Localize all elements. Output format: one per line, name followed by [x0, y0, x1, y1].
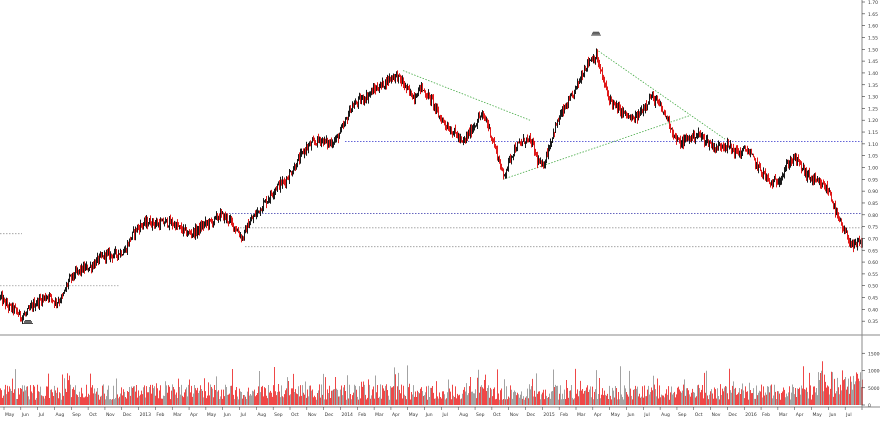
time-tick-label: Aug	[661, 412, 670, 418]
time-tick-label: Feb	[358, 412, 366, 418]
volume-tick-label: 5000	[868, 386, 880, 392]
time-tick-label: Jul	[240, 412, 246, 418]
time-tick-label: Nov	[510, 412, 519, 418]
time-tick-label: Apr	[796, 412, 804, 418]
price-tick-label: 0.45	[868, 296, 878, 302]
price-bars	[0, 48, 863, 324]
time-tick-label: Sep	[72, 412, 81, 418]
horizontal-levels	[0, 141, 862, 287]
time-tick-label: May	[813, 412, 823, 418]
volume-bars	[0, 361, 863, 405]
price-tick-label: 1.70	[868, 0, 878, 6]
price-tick-label: 0.60	[868, 260, 878, 266]
time-tick-label: Jun	[828, 412, 836, 418]
price-tick-label: 1.05	[868, 154, 878, 160]
price-tick-label: 0.80	[868, 213, 878, 219]
time-tick-label: Oct	[291, 412, 299, 418]
time-tick-label: Apr	[392, 412, 400, 418]
time-tick-label: Sep	[476, 412, 485, 418]
time-tick-label: Oct	[493, 412, 501, 418]
time-tick-label: Jul	[845, 412, 851, 418]
time-tick-label: Dec	[325, 412, 334, 418]
price-tick-label: 1.00	[868, 166, 878, 172]
time-tick-label: Apr	[594, 412, 602, 418]
price-tick-label: 1.15	[868, 130, 878, 136]
time-tick-label: Jul	[643, 412, 649, 418]
price-tick-label: 0.55	[868, 272, 878, 278]
price-markers	[23, 31, 601, 324]
time-tick-label: Sep	[678, 412, 687, 418]
price-tick-label: 0.50	[868, 284, 878, 290]
price-tick-label: 1.40	[868, 71, 878, 77]
time-tick-label: Mar	[375, 412, 384, 418]
time-tick-label: Nov	[712, 412, 721, 418]
price-tick-label: 0.85	[868, 201, 878, 207]
time-tick-label: Aug	[257, 412, 266, 418]
price-tick-label: 1.30	[868, 95, 878, 101]
trend-lines	[402, 48, 726, 180]
time-tick-label: Jul	[38, 412, 44, 418]
time-tick-label: Aug	[459, 412, 468, 418]
marker-body	[24, 321, 32, 324]
price-tick-label: 0.70	[868, 236, 878, 242]
price-tick-label: 0.90	[868, 189, 878, 195]
price-tick-label: 0.35	[868, 319, 878, 325]
time-tick-label: Dec	[527, 412, 536, 418]
price-tick-label: 1.10	[868, 142, 878, 148]
time-tick-label: Mar	[173, 412, 182, 418]
time-tick-label: Dec	[728, 412, 737, 418]
volume-tick-label: 15000	[868, 351, 880, 357]
time-tick-label: Feb	[560, 412, 568, 418]
time-tick-label: Feb	[762, 412, 770, 418]
price-tick-label: 0.75	[868, 225, 878, 231]
price-tick-label: 1.50	[868, 47, 878, 53]
time-tick-label: Dec	[123, 412, 132, 418]
marker-body	[592, 32, 600, 35]
time-tick-label: May	[611, 412, 621, 418]
time-tick-label: Apr	[190, 412, 198, 418]
marker-glyph	[591, 31, 601, 36]
marker-glyph	[23, 320, 33, 324]
time-tick-label: 2015	[543, 412, 555, 418]
price-tick-label: 1.45	[868, 59, 878, 65]
time-tick-label: 2016	[745, 412, 757, 418]
price-tick-label: 1.20	[868, 118, 878, 124]
time-tick-label: Jul	[441, 412, 447, 418]
price-tick-label: 1.25	[868, 106, 878, 112]
volume-tick-label: 10000	[868, 369, 880, 375]
price-tick-label: 1.60	[868, 24, 878, 30]
price-tick-label: 0.65	[868, 248, 878, 254]
time-tick-label: Mar	[577, 412, 586, 418]
time-tick-label: Sep	[274, 412, 283, 418]
time-tick-label: Oct	[89, 412, 97, 418]
time-tick-label: Feb	[156, 412, 164, 418]
time-tick-label: 2013	[140, 412, 152, 418]
trend-line	[595, 48, 726, 140]
time-tick-label: Aug	[55, 412, 64, 418]
price-tick-label: 0.40	[868, 307, 878, 313]
time-tick-label: Mar	[779, 412, 788, 418]
time-tick-label: Nov	[106, 412, 115, 418]
time-tick-label: May	[409, 412, 419, 418]
price-tick-label: 1.35	[868, 83, 878, 89]
time-tick-label: Jun	[425, 412, 433, 418]
time-tick-label: Jun	[223, 412, 231, 418]
time-tick-label: Oct	[695, 412, 703, 418]
time-tick-label: May	[207, 412, 217, 418]
price-tick-label: 0.95	[868, 177, 878, 183]
time-tick-label: Jun	[21, 412, 29, 418]
price-tick-label: 1.65	[868, 12, 878, 18]
time-tick-label: 2014	[341, 412, 353, 418]
time-tick-label: May	[5, 412, 15, 418]
time-tick-label: Jun	[626, 412, 634, 418]
price-tick-label: 1.55	[868, 35, 878, 41]
time-tick-label: Nov	[308, 412, 317, 418]
volume-tick-label: 0	[868, 403, 871, 409]
